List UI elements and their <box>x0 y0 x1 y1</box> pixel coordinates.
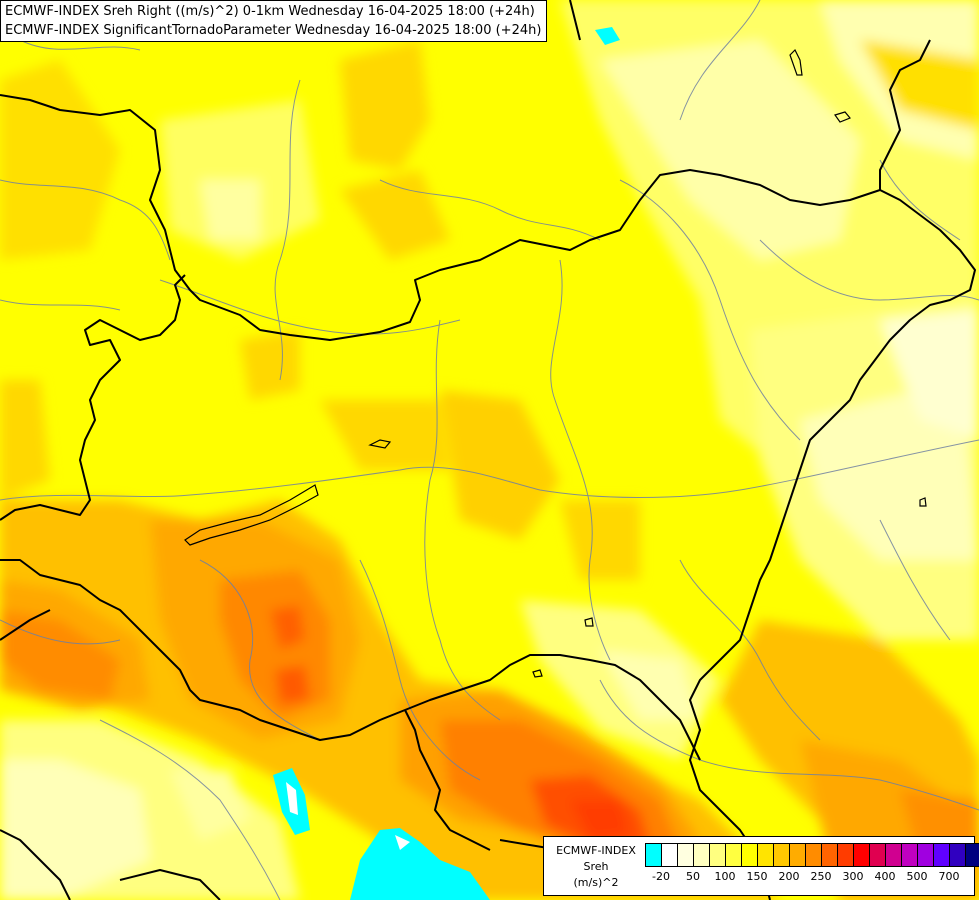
legend-swatch <box>950 844 966 866</box>
legend-swatch <box>934 844 950 866</box>
legend-swatch <box>646 844 662 866</box>
legend-swatch <box>678 844 694 866</box>
legend-swatch <box>838 844 854 866</box>
title-line-sreh: ECMWF-INDEX Sreh Right ((m/s)^2) 0-1km W… <box>5 4 535 19</box>
legend-tick-label: 300 <box>842 870 864 883</box>
legend-swatch <box>806 844 822 866</box>
title-line-stp: ECMWF-INDEX SignificantTornadoParameter … <box>5 23 542 38</box>
cyan-areas <box>273 27 620 900</box>
legend-label-model: ECMWF-INDEX <box>556 844 636 857</box>
legend-swatch <box>966 844 979 866</box>
lakes <box>184 48 927 678</box>
legend-swatch <box>758 844 774 866</box>
legend-swatch <box>918 844 934 866</box>
legend-tick-label: 700 <box>938 870 960 883</box>
legend-tick-label: 50 <box>686 870 700 883</box>
legend-swatch <box>902 844 918 866</box>
legend-swatch <box>854 844 870 866</box>
legend-ticks: -20 50 100 150 200 250 300 400 500 700 <box>645 870 965 886</box>
legend-swatch <box>774 844 790 866</box>
legend-tick-label: 250 <box>810 870 832 883</box>
legend-swatch <box>710 844 726 866</box>
legend-swatch <box>742 844 758 866</box>
legend-swatches <box>645 843 979 867</box>
legend-label: ECMWF-INDEX Sreh (m/s)^2 <box>548 843 644 891</box>
legend-tick-label: 400 <box>874 870 896 883</box>
legend-tick-label: 500 <box>906 870 928 883</box>
legend-swatch <box>790 844 806 866</box>
color-legend: ECMWF-INDEX Sreh (m/s)^2 -20 50 100 150 200 2… <box>543 836 979 896</box>
legend-swatch <box>726 844 742 866</box>
legend-label-unit: (m/s)^2 <box>573 876 619 889</box>
legend-swatch <box>662 844 678 866</box>
legend-tick-label: 150 <box>746 870 768 883</box>
legend-swatch <box>886 844 902 866</box>
legend-label-param: Sreh <box>583 860 609 873</box>
map-title-box: ECMWF-INDEX Sreh Right ((m/s)^2) 0-1km W… <box>0 0 547 42</box>
legend-swatch <box>870 844 886 866</box>
legend-tick-label: 200 <box>778 870 800 883</box>
legend-swatch <box>694 844 710 866</box>
legend-tick-label: 100 <box>714 870 736 883</box>
legend-swatch <box>822 844 838 866</box>
legend-tick-label: -20 <box>652 870 670 883</box>
